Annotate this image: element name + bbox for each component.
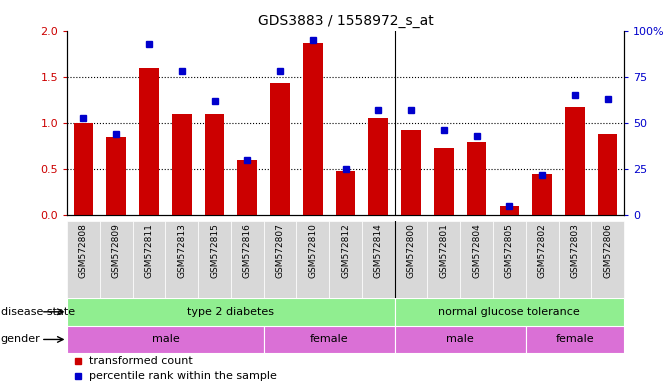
Text: GSM572810: GSM572810 xyxy=(308,223,317,278)
Bar xyxy=(67,298,395,326)
Bar xyxy=(395,298,624,326)
Text: transformed count: transformed count xyxy=(89,356,193,366)
Text: GSM572813: GSM572813 xyxy=(177,223,187,278)
Text: female: female xyxy=(556,334,595,344)
Text: GSM572815: GSM572815 xyxy=(210,223,219,278)
Bar xyxy=(499,206,519,215)
Text: GSM572816: GSM572816 xyxy=(243,223,252,278)
Bar xyxy=(205,114,224,215)
Bar xyxy=(336,171,356,215)
Bar xyxy=(303,43,323,215)
Bar xyxy=(74,123,93,215)
Bar xyxy=(598,134,617,215)
Bar xyxy=(297,221,329,298)
Text: GSM572808: GSM572808 xyxy=(79,223,88,278)
Bar xyxy=(434,148,454,215)
Bar xyxy=(362,221,395,298)
Text: GSM572805: GSM572805 xyxy=(505,223,514,278)
Bar xyxy=(532,174,552,215)
Text: GSM572804: GSM572804 xyxy=(472,223,481,278)
Text: percentile rank within the sample: percentile rank within the sample xyxy=(89,371,277,381)
Bar xyxy=(264,221,297,298)
Text: male: male xyxy=(152,334,179,344)
Text: GSM572814: GSM572814 xyxy=(374,223,383,278)
Text: GSM572806: GSM572806 xyxy=(603,223,612,278)
Bar xyxy=(401,129,421,215)
Bar xyxy=(467,142,486,215)
Bar xyxy=(591,221,624,298)
Bar xyxy=(329,221,362,298)
Text: GSM572803: GSM572803 xyxy=(570,223,579,278)
Bar xyxy=(526,221,558,298)
Bar xyxy=(231,221,264,298)
Bar xyxy=(198,221,231,298)
Text: GSM572811: GSM572811 xyxy=(144,223,154,278)
Bar xyxy=(526,326,624,353)
Bar xyxy=(493,221,526,298)
Bar xyxy=(368,118,388,215)
Bar xyxy=(395,326,526,353)
Bar xyxy=(139,68,159,215)
Text: type 2 diabetes: type 2 diabetes xyxy=(187,307,274,317)
Bar xyxy=(427,221,460,298)
Bar xyxy=(270,83,290,215)
Text: female: female xyxy=(310,334,348,344)
Bar xyxy=(100,221,133,298)
Text: GSM572812: GSM572812 xyxy=(341,223,350,278)
Text: male: male xyxy=(446,334,474,344)
Bar xyxy=(67,221,100,298)
Text: GSM572800: GSM572800 xyxy=(407,223,415,278)
Bar xyxy=(264,326,395,353)
Text: disease state: disease state xyxy=(1,307,74,317)
Bar xyxy=(67,326,264,353)
Text: GSM572801: GSM572801 xyxy=(440,223,448,278)
Text: GSM572807: GSM572807 xyxy=(276,223,285,278)
Text: normal glucose tolerance: normal glucose tolerance xyxy=(438,307,580,317)
Bar xyxy=(238,160,257,215)
Bar xyxy=(565,108,584,215)
Text: GSM572809: GSM572809 xyxy=(112,223,121,278)
Bar xyxy=(395,221,427,298)
Title: GDS3883 / 1558972_s_at: GDS3883 / 1558972_s_at xyxy=(258,14,433,28)
Bar xyxy=(107,137,126,215)
Text: gender: gender xyxy=(1,334,40,344)
Bar xyxy=(558,221,591,298)
Bar xyxy=(133,221,165,298)
Bar xyxy=(172,114,192,215)
Text: GSM572802: GSM572802 xyxy=(537,223,547,278)
Bar xyxy=(165,221,198,298)
Bar xyxy=(460,221,493,298)
